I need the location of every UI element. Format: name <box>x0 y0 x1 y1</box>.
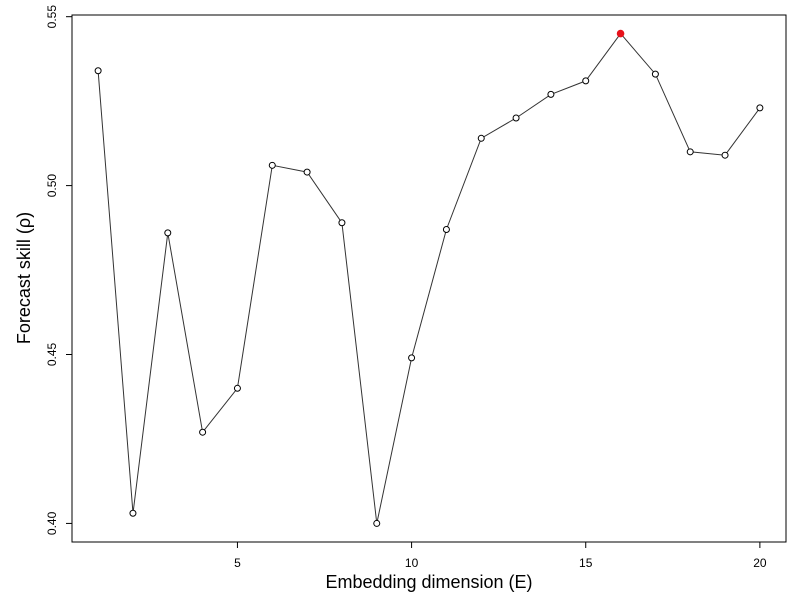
data-point <box>442 226 450 234</box>
data-point <box>651 70 659 78</box>
y-axis-title: Forecast skill (ρ) <box>14 212 34 344</box>
y-tick-label: 0.40 <box>45 511 59 535</box>
data-point <box>303 168 311 176</box>
plot-frame <box>71 14 787 543</box>
data-point <box>477 134 485 142</box>
data-point <box>756 104 764 112</box>
x-tick-label: 20 <box>753 556 767 570</box>
data-point <box>512 114 520 122</box>
x-tick-label: 10 <box>405 556 419 570</box>
data-point <box>94 67 102 75</box>
x-tick-label: 15 <box>579 556 593 570</box>
y-tick-label: 0.50 <box>45 174 59 198</box>
y-tick-label: 0.45 <box>45 343 59 367</box>
data-point <box>164 229 172 237</box>
data-point <box>199 428 207 436</box>
data-point <box>338 219 346 227</box>
data-markers <box>94 29 764 527</box>
highlight-point <box>616 29 625 38</box>
x-axis: 5 10 15 20 <box>234 542 767 570</box>
y-axis: 0.40 0.45 0.50 0.55 <box>45 5 72 535</box>
data-point <box>373 519 381 527</box>
data-point <box>268 161 276 169</box>
data-point <box>408 354 416 362</box>
x-tick-label: 5 <box>234 556 241 570</box>
y-tick-label: 0.55 <box>45 5 59 29</box>
data-point <box>721 151 729 159</box>
data-point <box>547 90 555 98</box>
data-point <box>686 148 694 156</box>
data-point <box>582 77 590 85</box>
x-axis-title: Embedding dimension (E) <box>325 572 532 592</box>
series-line <box>97 32 761 524</box>
data-point <box>233 384 241 392</box>
data-point <box>129 509 137 517</box>
